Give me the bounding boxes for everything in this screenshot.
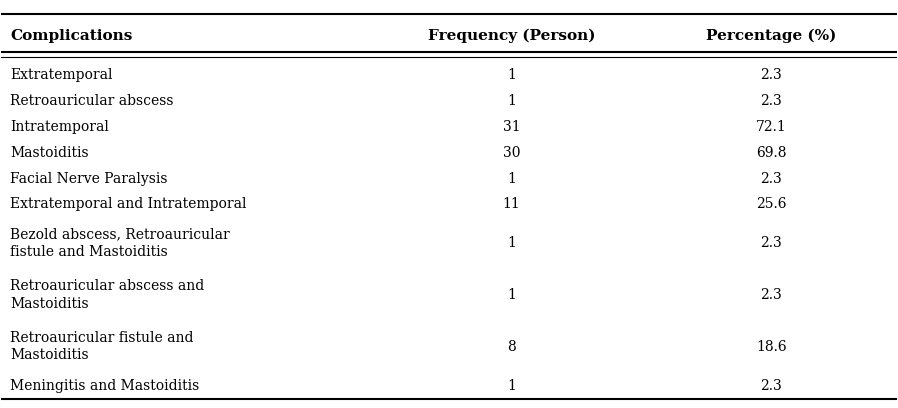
- Text: Extratemporal and Intratemporal: Extratemporal and Intratemporal: [11, 197, 247, 211]
- Text: 72.1: 72.1: [756, 120, 787, 134]
- Text: Facial Nerve Paralysis: Facial Nerve Paralysis: [11, 172, 168, 186]
- Text: 1: 1: [507, 288, 516, 302]
- Text: 1: 1: [507, 379, 516, 392]
- Text: 1: 1: [507, 172, 516, 186]
- Text: 1: 1: [507, 236, 516, 250]
- Text: Frequency (Person): Frequency (Person): [428, 29, 595, 43]
- Text: Retroauricular fistule and
Mastoiditis: Retroauricular fistule and Mastoiditis: [11, 331, 194, 362]
- Text: Percentage (%): Percentage (%): [706, 29, 836, 43]
- Text: 2.3: 2.3: [761, 288, 782, 302]
- Text: Extratemporal: Extratemporal: [11, 68, 113, 82]
- Text: 1: 1: [507, 68, 516, 82]
- Text: Bezold abscess, Retroauricular
fistule and Mastoiditis: Bezold abscess, Retroauricular fistule a…: [11, 228, 230, 259]
- Text: 1: 1: [507, 94, 516, 108]
- Text: 30: 30: [503, 146, 521, 160]
- Text: 2.3: 2.3: [761, 68, 782, 82]
- Text: 2.3: 2.3: [761, 94, 782, 108]
- Text: Meningitis and Mastoiditis: Meningitis and Mastoiditis: [11, 379, 199, 392]
- Text: 25.6: 25.6: [756, 197, 787, 211]
- Text: 2.3: 2.3: [761, 172, 782, 186]
- Text: 8: 8: [507, 340, 516, 354]
- Text: Complications: Complications: [11, 29, 133, 43]
- Text: 69.8: 69.8: [756, 146, 787, 160]
- Text: 18.6: 18.6: [756, 340, 787, 354]
- Text: Retroauricular abscess: Retroauricular abscess: [11, 94, 174, 108]
- Text: 2.3: 2.3: [761, 236, 782, 250]
- Text: 11: 11: [503, 197, 521, 211]
- Text: Intratemporal: Intratemporal: [11, 120, 110, 134]
- Text: 31: 31: [503, 120, 521, 134]
- Text: Mastoiditis: Mastoiditis: [11, 146, 89, 160]
- Text: 2.3: 2.3: [761, 379, 782, 392]
- Text: Retroauricular abscess and
Mastoiditis: Retroauricular abscess and Mastoiditis: [11, 279, 205, 310]
